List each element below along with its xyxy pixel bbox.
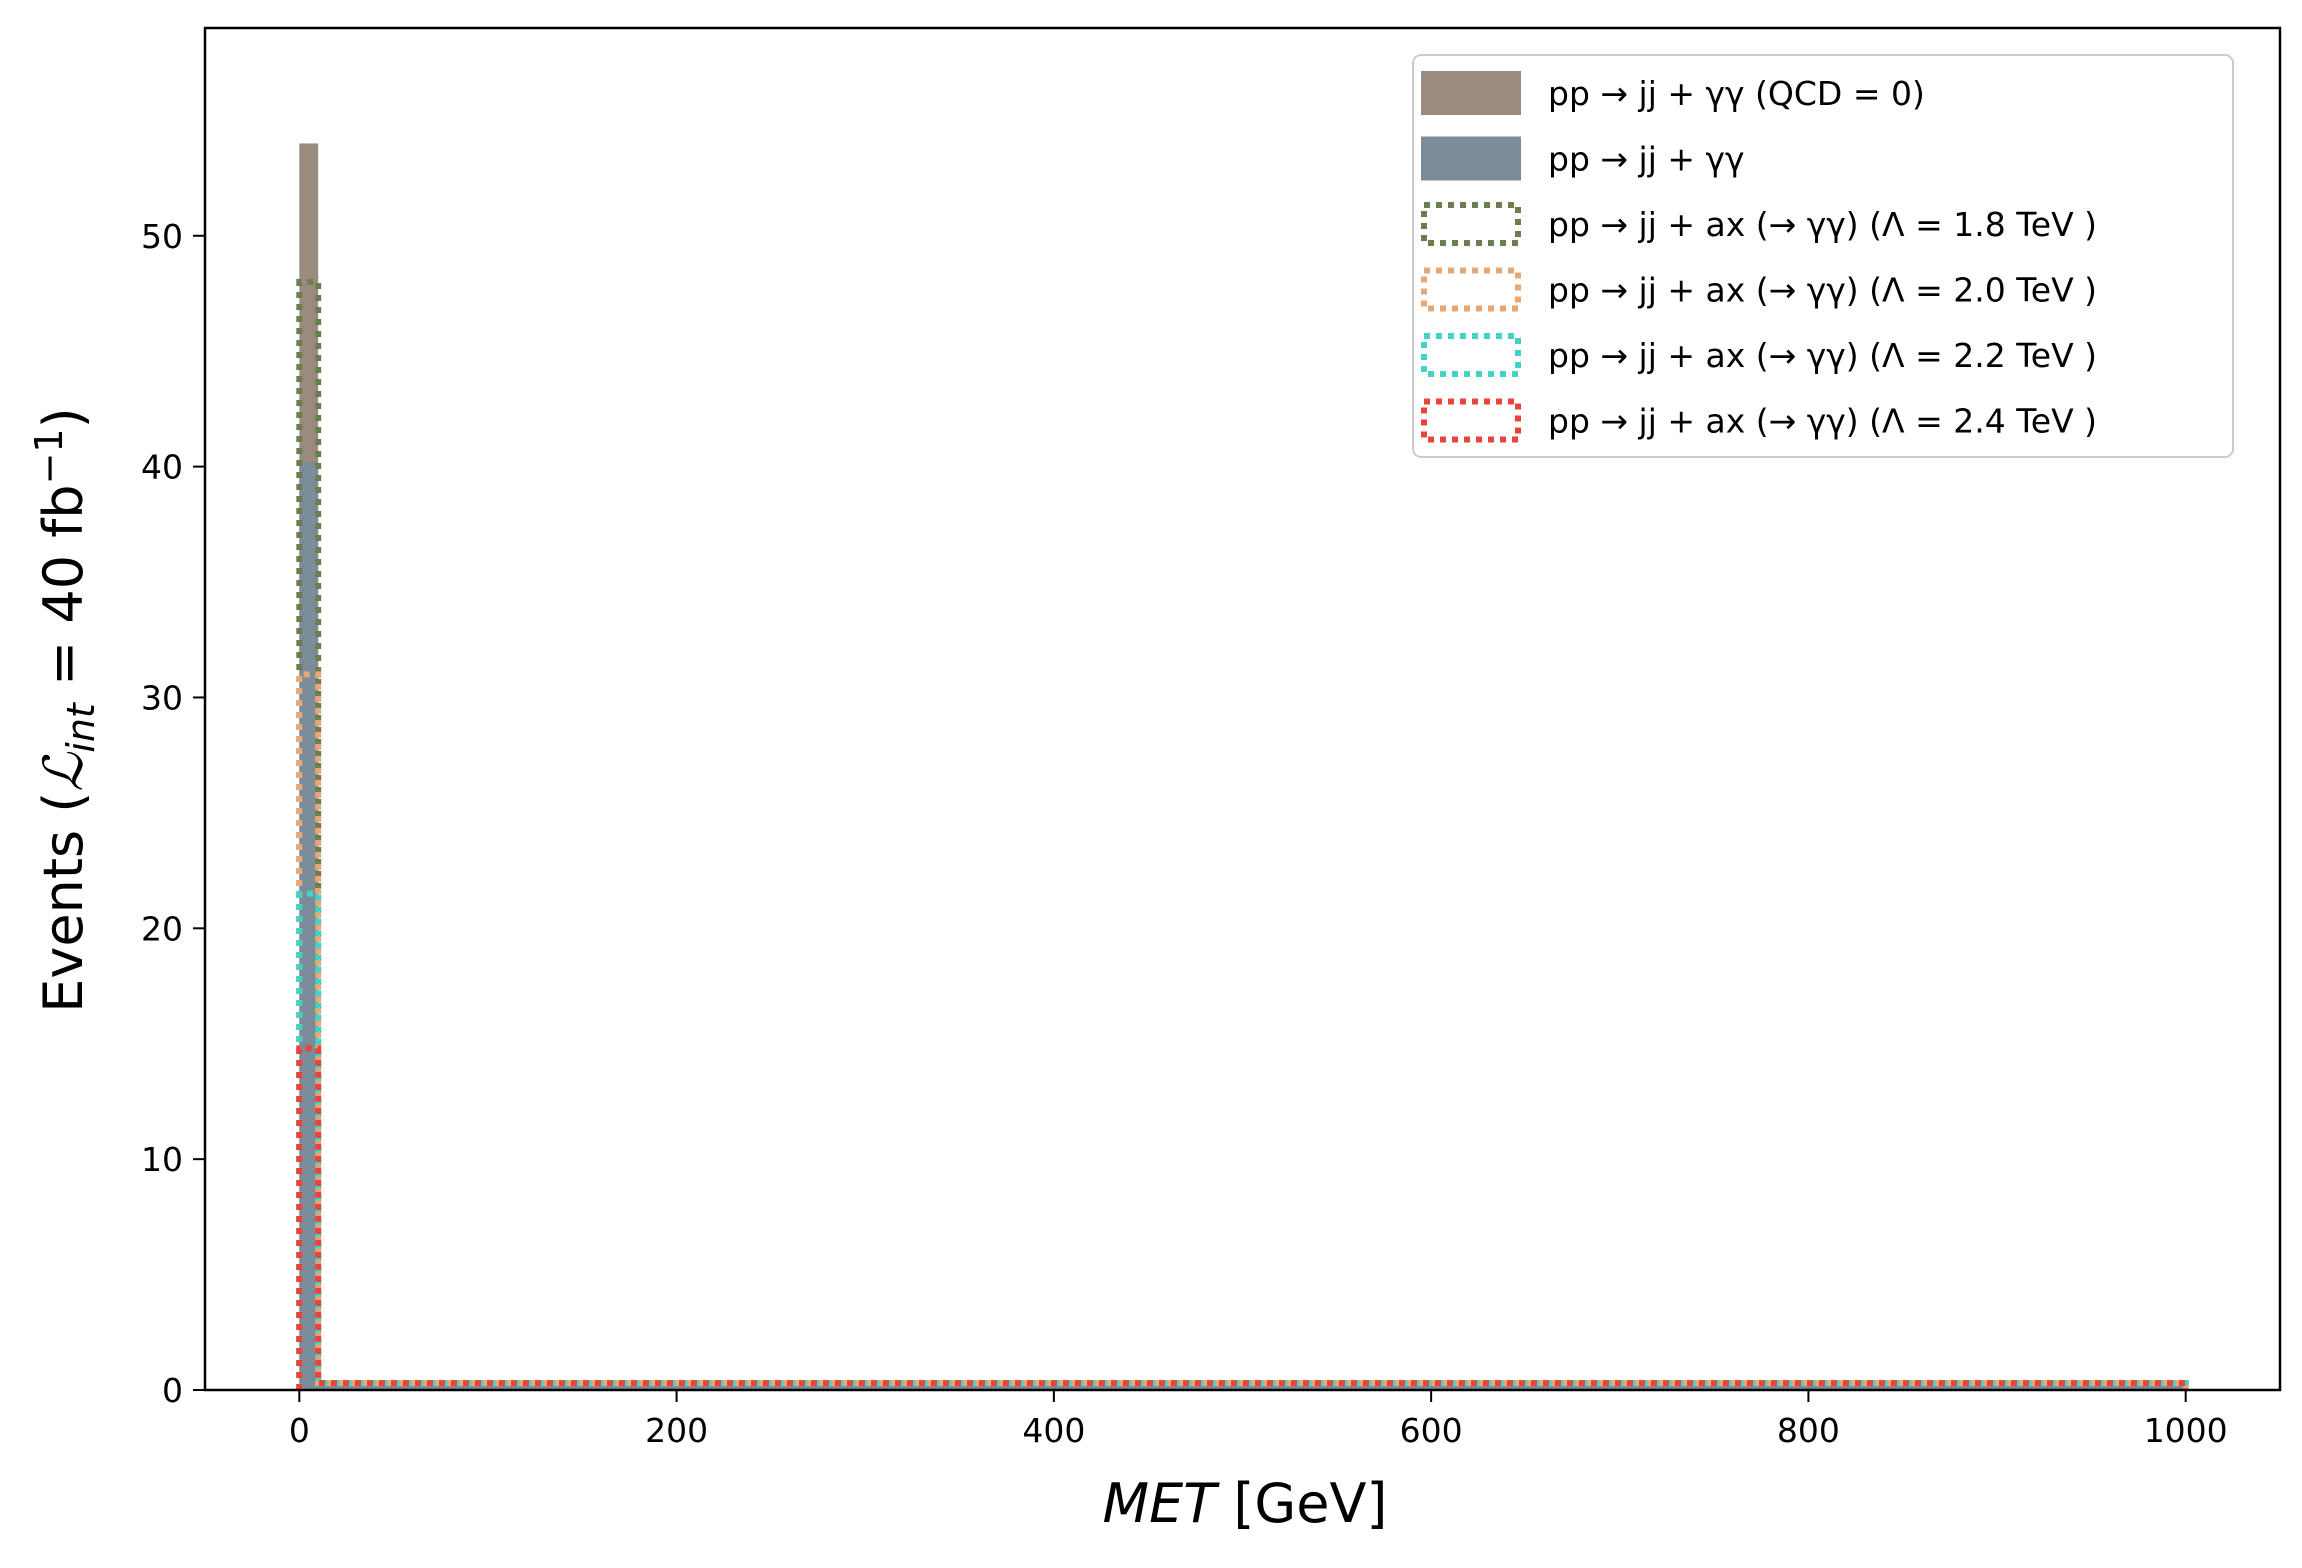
bar-series1-bin0 [299, 461, 319, 1390]
legend-swatch-1 [1421, 136, 1521, 181]
y-tick-label: 10 [141, 1140, 183, 1179]
y-axis-prefix: Events ( [32, 792, 95, 1013]
tick-marks: 0 200 400 600 800 1000 0 10 20 30 40 50 [141, 217, 2228, 1450]
legend-label-1: pp → jj + γγ [1548, 140, 1745, 179]
legend-label-2: pp → jj + ax (→ γγ) (Λ = 1.8 TeV ) [1548, 205, 2097, 244]
x-tick-label: 800 [1777, 1411, 1840, 1450]
bar-series1-bin1 [318, 1383, 2186, 1390]
step-series4 [296, 890, 2189, 1390]
x-axis-variable: MET [1102, 1472, 1220, 1535]
x-axis-unit: [GeV] [1233, 1472, 1387, 1535]
y-tick-label: 30 [141, 678, 183, 717]
plot-frame [203, 26, 2282, 1392]
x-tick-label: 600 [1400, 1411, 1463, 1450]
legend-box [1412, 54, 2234, 458]
legend-label-3: pp → jj + ax (→ γγ) (Λ = 2.0 TeV ) [1548, 271, 2097, 310]
y-axis-label: Events (ℒint = 40 fb−1) [27, 407, 103, 1012]
y-tick-label: 20 [141, 909, 183, 948]
x-tick-label: 1000 [2144, 1411, 2228, 1450]
legend-label-0: pp → jj + γγ (QCD = 0) [1548, 74, 1925, 113]
step-series3 [296, 671, 2189, 1390]
x-axis-space [1216, 1472, 1233, 1535]
x-tick-label: 400 [1022, 1411, 1085, 1450]
y-axis-script-l: ℒ [32, 752, 95, 792]
axes [203, 26, 2282, 1392]
histogram-bars [296, 143, 2189, 1391]
legend-swatch-4 [1421, 333, 1521, 377]
y-tick-label: 40 [141, 448, 183, 487]
legend-swatch-5 [1421, 398, 1521, 443]
legend-label-5: pp → jj + ax (→ γγ) (Λ = 2.4 TeV ) [1548, 402, 2097, 441]
legend-swatch-0 [1421, 71, 1521, 115]
legend-swatch-3 [1421, 267, 1521, 312]
y-axis-superscript: −1 [27, 428, 71, 484]
legend-label-4: pp → jj + ax (→ γγ) (Λ = 2.2 TeV ) [1548, 336, 2097, 375]
legend: pp → jj + γγ (QCD = 0) pp → jj + γγ pp → j… [1412, 54, 2234, 458]
x-tick-label: 200 [645, 1411, 708, 1450]
x-tick-label: 0 [289, 1411, 310, 1450]
y-tick-label: 50 [141, 217, 183, 256]
legend-swatch-2 [1421, 202, 1521, 246]
step-series5 [296, 1045, 2189, 1390]
y-axis-suffix: ) [32, 407, 95, 428]
y-axis-subscript: int [59, 701, 103, 753]
y-tick-label: 0 [162, 1371, 183, 1410]
x-axis-label: MET [GeV] [1102, 1472, 1387, 1535]
y-axis-equals: = 40 fb [32, 484, 95, 703]
